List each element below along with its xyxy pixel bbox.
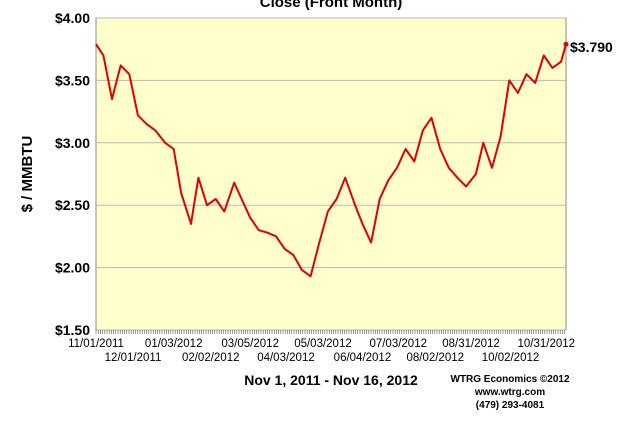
y-tick-label: $3.50 <box>55 72 90 88</box>
x-tick-label: 04/03/2012 <box>257 352 315 364</box>
last-value-label: $3.790 <box>570 39 613 55</box>
x-axis-label: Nov 1, 2011 - Nov 16, 2012 <box>244 372 418 388</box>
x-axis-ticks: 11/01/2011 01/03/2012 03/05/2012 05/03/2012… <box>68 338 575 364</box>
x-tick-label: 03/05/2012 <box>221 338 279 350</box>
y-tick-label: $2.00 <box>55 260 90 276</box>
y-axis-label: $ / MMBTU <box>19 136 36 213</box>
x-tick-label: 06/04/2012 <box>334 352 392 364</box>
x-tick-label: 11/01/2011 <box>68 338 124 350</box>
x-tick-label: 02/02/2012 <box>182 352 240 364</box>
chart-title: Close (Front Month) <box>260 0 402 11</box>
credit-line-2: www.wtrg.com <box>474 387 546 398</box>
x-tick-label: 10/31/2012 <box>517 338 575 350</box>
credit-line-3: (479) 293-4081 <box>475 400 545 411</box>
x-tick-label: 08/31/2012 <box>442 338 500 350</box>
y-tick-label: $1.50 <box>55 322 90 338</box>
last-point-marker <box>563 41 569 47</box>
x-axis-minor-ticks <box>95 330 565 334</box>
x-tick-label: 10/02/2012 <box>482 352 540 364</box>
x-tick-label: 12/01/2011 <box>105 352 162 364</box>
series-line <box>95 43 567 278</box>
y-tick-label: $4.00 <box>55 10 90 26</box>
y-tick-label: $3.00 <box>55 135 90 151</box>
x-tick-label: 01/03/2012 <box>145 338 203 350</box>
x-tick-label: 07/03/2012 <box>369 338 427 350</box>
credit-line-1: WTRG Economics ©2012 <box>450 374 570 385</box>
plot-area <box>95 17 567 331</box>
x-tick-label: 05/03/2012 <box>294 338 352 350</box>
x-tick-label: 08/02/2012 <box>406 352 464 364</box>
y-axis-ticks: $1.50 $2.00 $2.50 $3.00 $3.50 $4.00 <box>55 10 90 338</box>
y-tick-label: $2.50 <box>55 197 90 213</box>
